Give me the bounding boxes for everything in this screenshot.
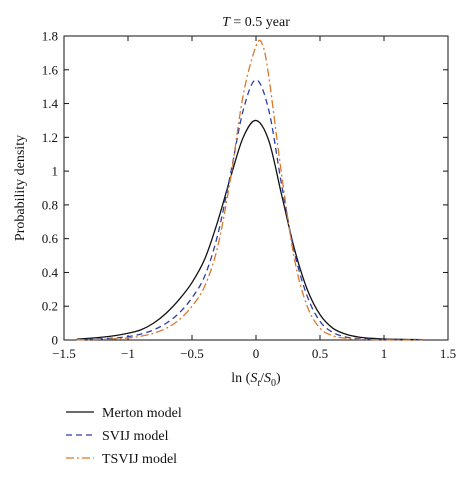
legend-label-2: SVIJ model <box>102 429 169 444</box>
y-tick-label: 1.2 <box>42 130 58 145</box>
x-tick-label: 0.5 <box>312 346 328 361</box>
plot-frame <box>63 35 449 341</box>
y-axis-label: Probability density <box>13 135 28 241</box>
x-tick-label: 1.5 <box>440 346 456 361</box>
x-tick-label: −0.5 <box>180 346 204 361</box>
y-tick-label: 1.6 <box>42 62 59 77</box>
x-tick-label: 0 <box>253 346 260 361</box>
y-tick-label: 0 <box>52 333 59 348</box>
y-tick-label: 0.2 <box>42 299 58 314</box>
y-tick-label: 1.4 <box>42 96 59 111</box>
y-tick-label: 0.8 <box>42 197 58 212</box>
x-tick-label: −1.5 <box>52 346 76 361</box>
legend-label-1: Merton model <box>102 406 182 421</box>
legend-label-3: TSVIJ model <box>102 452 177 467</box>
chart-title: T = 0.5 year <box>222 15 290 30</box>
x-tick-label: 1 <box>381 346 388 361</box>
series-line-1 <box>76 119 423 341</box>
y-tick-label: 0.6 <box>42 231 59 246</box>
y-tick-label: 1.8 <box>42 29 58 44</box>
series-line-3 <box>76 39 423 341</box>
y-tick-label: 1 <box>52 164 59 179</box>
x-axis-label: ln (St/S0) <box>231 371 281 389</box>
y-tick-label: 0.4 <box>42 265 59 280</box>
series-line-2 <box>76 79 423 341</box>
x-tick-label: −1 <box>121 346 135 361</box>
